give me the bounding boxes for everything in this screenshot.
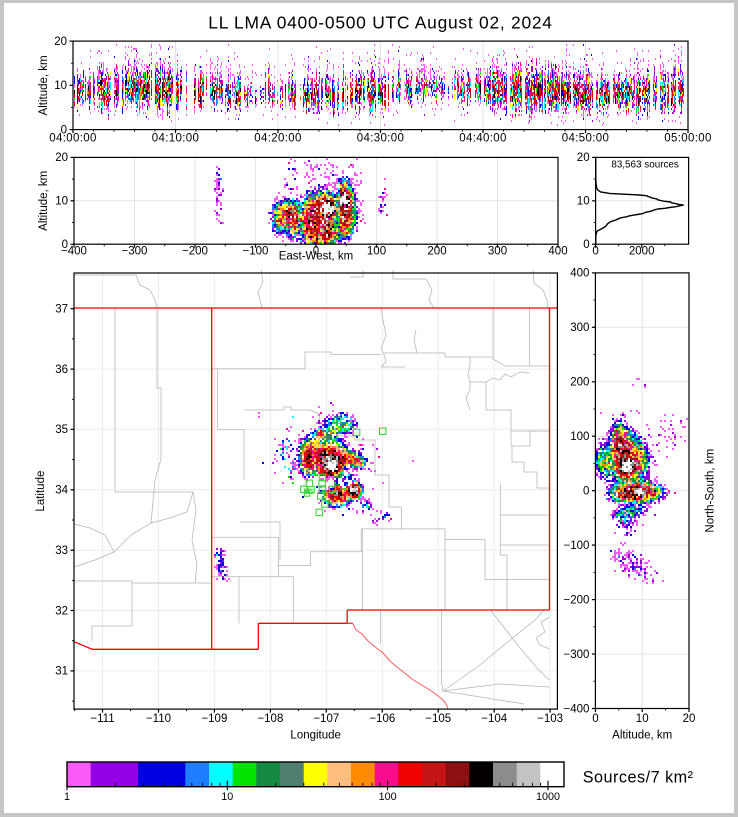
svg-text:−300: −300	[563, 649, 589, 661]
svg-text:0: 0	[592, 713, 598, 725]
svg-text:04:30:00: 04:30:00	[357, 133, 405, 145]
svg-text:−100: −100	[243, 245, 269, 257]
svg-text:100: 100	[379, 791, 397, 803]
svg-text:−103: −103	[537, 713, 563, 725]
svg-text:36: 36	[55, 364, 68, 376]
svg-text:20: 20	[55, 152, 68, 164]
svg-text:20: 20	[577, 152, 590, 164]
svg-text:20: 20	[683, 713, 696, 725]
svg-text:400: 400	[570, 268, 589, 280]
svg-text:Longitude: Longitude	[290, 730, 341, 742]
svg-text:300: 300	[488, 245, 507, 257]
svg-text:34: 34	[55, 485, 68, 497]
svg-text:10: 10	[55, 196, 68, 208]
svg-text:East-West, km: East-West, km	[279, 251, 354, 263]
svg-text:−100: −100	[563, 540, 589, 552]
svg-text:10: 10	[54, 80, 67, 92]
svg-text:Altitude, km: Altitude, km	[38, 171, 50, 231]
svg-text:−104: −104	[481, 713, 508, 725]
svg-text:83,563 sources: 83,563 sources	[611, 160, 679, 171]
svg-text:200: 200	[570, 377, 589, 389]
svg-text:−105: −105	[425, 713, 451, 725]
svg-text:10: 10	[221, 791, 233, 803]
svg-text:−108: −108	[257, 713, 283, 725]
svg-text:0: 0	[61, 124, 67, 136]
svg-text:31: 31	[55, 666, 68, 678]
svg-text:0: 0	[62, 239, 68, 251]
svg-text:33: 33	[55, 545, 68, 557]
svg-text:−400: −400	[563, 703, 589, 715]
svg-text:04:00:00: 04:00:00	[49, 133, 97, 145]
svg-text:0: 0	[583, 486, 589, 498]
svg-text:LL LMA 0400-0500 UTC August 02: LL LMA 0400-0500 UTC August 02, 2024	[208, 13, 552, 33]
svg-text:400: 400	[548, 245, 567, 257]
svg-text:04:40:00: 04:40:00	[459, 133, 507, 145]
svg-text:North-South, km: North-South, km	[705, 449, 717, 533]
svg-text:−110: −110	[146, 713, 171, 725]
svg-text:Latitude: Latitude	[35, 471, 47, 512]
svg-text:0: 0	[592, 245, 598, 257]
svg-text:0: 0	[583, 239, 589, 251]
svg-text:37: 37	[55, 304, 68, 316]
svg-text:−107: −107	[313, 713, 339, 725]
svg-text:Altitude, km: Altitude, km	[38, 55, 50, 115]
svg-text:100: 100	[367, 245, 386, 257]
svg-text:10: 10	[577, 196, 590, 208]
svg-text:20: 20	[54, 36, 67, 48]
svg-text:200: 200	[427, 245, 446, 257]
svg-text:Sources/7 km²: Sources/7 km²	[583, 769, 694, 787]
svg-text:0: 0	[313, 245, 319, 257]
svg-text:−109: −109	[201, 713, 227, 725]
svg-text:2000: 2000	[629, 245, 655, 257]
svg-text:05:00:00: 05:00:00	[664, 133, 712, 145]
svg-text:1000: 1000	[536, 791, 560, 803]
svg-text:−200: −200	[563, 594, 589, 606]
svg-text:1: 1	[64, 791, 70, 803]
svg-text:04:10:00: 04:10:00	[152, 133, 200, 145]
svg-text:−200: −200	[182, 245, 208, 257]
svg-text:300: 300	[570, 322, 589, 334]
svg-text:32: 32	[55, 605, 68, 617]
svg-text:Altitude, km: Altitude, km	[612, 730, 672, 742]
svg-text:−106: −106	[369, 713, 395, 725]
svg-text:−400: −400	[61, 245, 87, 257]
svg-text:100: 100	[570, 431, 589, 443]
svg-text:10: 10	[636, 713, 649, 725]
svg-text:−111: −111	[90, 713, 114, 725]
svg-text:35: 35	[55, 424, 68, 436]
svg-text:−300: −300	[122, 245, 148, 257]
svg-text:04:20:00: 04:20:00	[254, 133, 302, 145]
svg-text:04:50:00: 04:50:00	[562, 133, 610, 145]
